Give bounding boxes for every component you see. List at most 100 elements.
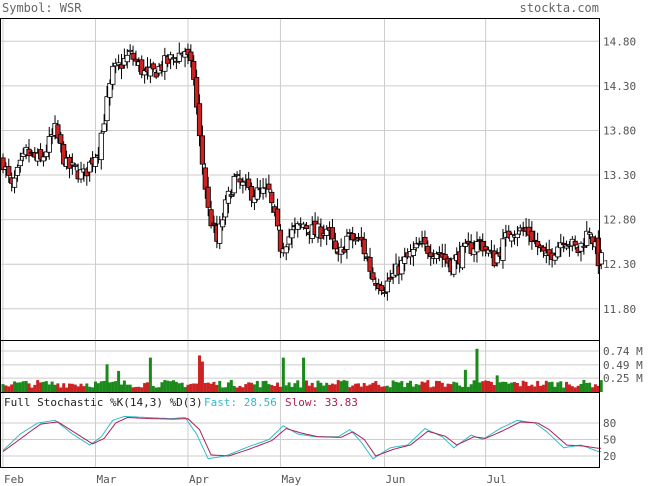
candle-body — [295, 223, 301, 230]
candle-body — [477, 239, 483, 242]
volume-bar — [192, 383, 196, 392]
volume-bar — [56, 383, 60, 392]
volume-bar — [484, 380, 488, 392]
candle-body — [350, 233, 356, 241]
candle — [289, 222, 295, 249]
volume-bar — [377, 384, 381, 392]
candle — [480, 233, 486, 257]
candle — [347, 228, 353, 241]
volume-tick-label: 0.25 M — [603, 372, 643, 385]
candle — [303, 221, 310, 237]
volume-bar — [313, 387, 317, 392]
candle-body — [246, 178, 252, 188]
candle-body — [344, 235, 350, 250]
volume-bar — [93, 381, 97, 392]
candle — [266, 174, 272, 193]
candle-body — [587, 232, 593, 235]
volume-bar — [429, 387, 433, 392]
candle — [98, 130, 104, 170]
candle-body — [283, 246, 289, 254]
volume-bar — [59, 387, 63, 392]
candle-body — [199, 135, 206, 165]
volume-bar — [455, 382, 459, 392]
candle — [43, 144, 49, 161]
candle — [168, 51, 174, 70]
volume-bar — [330, 383, 334, 392]
volume-bar — [565, 381, 569, 392]
candle — [217, 216, 223, 250]
candle-body — [194, 77, 200, 108]
volume-bar — [394, 381, 398, 392]
candle-body — [274, 208, 281, 227]
candle-body — [540, 246, 547, 252]
volume-bar — [591, 387, 595, 392]
chart-frame — [0, 18, 600, 468]
volume-bar — [215, 384, 219, 392]
candle — [14, 164, 21, 182]
candle — [205, 176, 211, 217]
candle-body — [240, 181, 246, 186]
candle — [234, 171, 240, 178]
volume-bar — [368, 384, 372, 392]
candle-body — [459, 245, 466, 269]
volume-bar — [562, 387, 566, 392]
candle-body — [118, 64, 125, 69]
volume-bar — [310, 382, 314, 392]
volume-y-ticks: 0.74 M0.49 M0.25 M — [603, 345, 643, 385]
volume-bar — [423, 382, 427, 392]
candle — [222, 195, 229, 225]
candle — [399, 256, 405, 281]
candle-body — [451, 258, 457, 275]
volume-bar — [443, 386, 447, 392]
volume-bar — [599, 380, 603, 392]
volume-bar — [316, 380, 320, 392]
candle — [87, 160, 93, 182]
candle — [324, 225, 330, 246]
volume-bar — [15, 382, 19, 392]
candle — [361, 232, 367, 262]
candle — [451, 254, 457, 278]
candle — [107, 79, 113, 106]
volume-bar — [435, 380, 438, 392]
candle-body — [43, 151, 49, 158]
candle-body — [228, 194, 234, 197]
candle-body — [142, 70, 148, 76]
candle — [251, 189, 258, 211]
candle-body — [202, 167, 208, 190]
candle-body — [561, 242, 567, 246]
candle — [110, 62, 116, 90]
stochastic-lines — [2, 415, 602, 460]
volume-bar — [238, 385, 242, 392]
candle — [58, 131, 64, 153]
candle — [474, 231, 480, 263]
candle-body — [130, 52, 136, 60]
volume-bar — [67, 383, 71, 392]
candle-body — [217, 223, 223, 244]
candle — [477, 236, 483, 250]
candle-body — [584, 230, 590, 247]
candle — [176, 42, 182, 64]
volume-bar — [411, 386, 415, 392]
volume-bar — [469, 384, 473, 392]
volume-bar — [446, 383, 450, 392]
volume-bar — [172, 380, 176, 392]
volume-bar — [186, 384, 190, 392]
volume-bar — [339, 381, 343, 392]
candle — [237, 169, 243, 189]
candle-body — [387, 277, 393, 280]
volume-bar — [206, 382, 210, 392]
candle-body — [191, 61, 197, 80]
candle-body — [211, 222, 217, 226]
candle-body — [254, 187, 260, 200]
volume-bar — [99, 381, 103, 392]
volume-bar — [322, 385, 326, 392]
candle-body — [589, 236, 596, 245]
candle-body — [480, 241, 486, 252]
candle — [6, 158, 12, 183]
volume-bar — [432, 386, 436, 392]
candle-body — [110, 65, 116, 85]
volume-bar — [296, 380, 300, 392]
volume-bar — [39, 382, 43, 392]
volume-bar — [380, 386, 384, 392]
volume-bar — [593, 384, 597, 392]
